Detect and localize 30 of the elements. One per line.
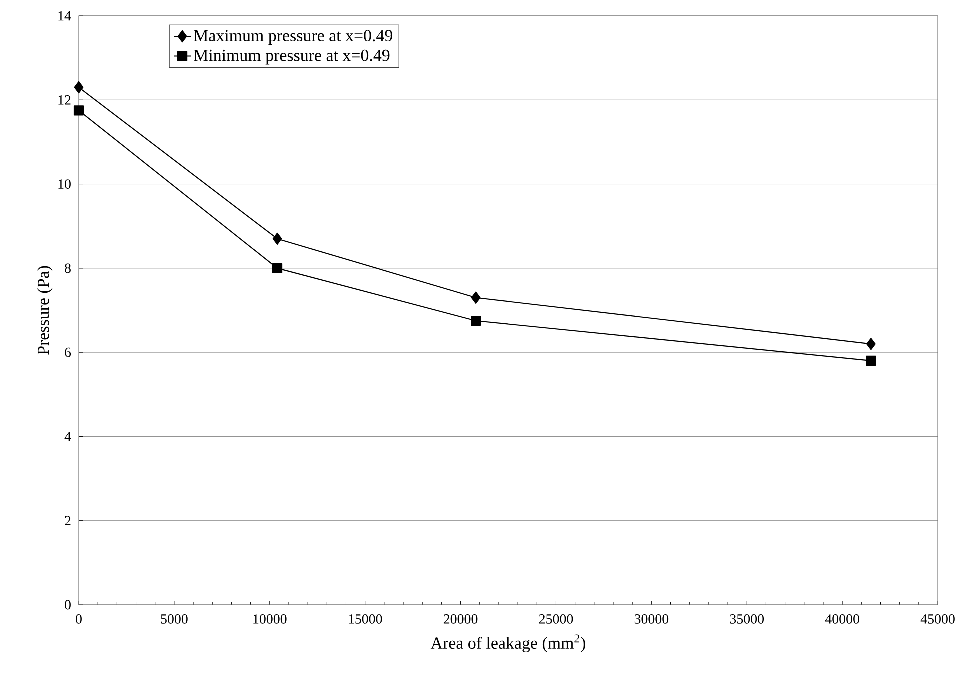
point bbox=[866, 356, 876, 366]
x-tick-label: 30000 bbox=[634, 614, 669, 624]
point bbox=[866, 338, 876, 350]
y-tick-label: 0 bbox=[65, 600, 71, 610]
legend-label: Minimum pressure at x=0.49 bbox=[194, 50, 390, 65]
y-tick-label: 8 bbox=[65, 264, 71, 274]
x-tick-label: 10000 bbox=[254, 614, 287, 624]
y-axis-title: Pressure (Pa) bbox=[37, 266, 53, 355]
point bbox=[74, 106, 84, 116]
x-axis-title: Area of leakage (mm$^{2}$) bbox=[430, 634, 586, 653]
x-tick-label: 0 bbox=[76, 614, 82, 624]
x-tick-label: 5000 bbox=[161, 614, 188, 624]
point bbox=[272, 263, 283, 274]
x-tick-label: 40000 bbox=[825, 614, 860, 624]
x-tick-label: 25000 bbox=[539, 614, 574, 624]
point bbox=[471, 316, 482, 326]
x-tick-label: 15000 bbox=[349, 614, 382, 624]
y-tick-label: 2 bbox=[65, 516, 71, 526]
point bbox=[74, 81, 84, 94]
legend-label: Maximum pressure at x=0.49 bbox=[194, 30, 392, 45]
y-tick-label: 14 bbox=[58, 11, 72, 21]
y-tick-label: 12 bbox=[58, 96, 71, 105]
x-tick-label: 35000 bbox=[730, 614, 764, 624]
y-tick-label: 6 bbox=[65, 348, 72, 358]
x-tick-label: 45000 bbox=[920, 614, 955, 624]
y-tick-label: 4 bbox=[64, 432, 72, 442]
x-tick-label: 20000 bbox=[444, 614, 478, 624]
point bbox=[272, 232, 282, 246]
point bbox=[471, 292, 481, 304]
y-tick-label: 10 bbox=[58, 180, 71, 189]
